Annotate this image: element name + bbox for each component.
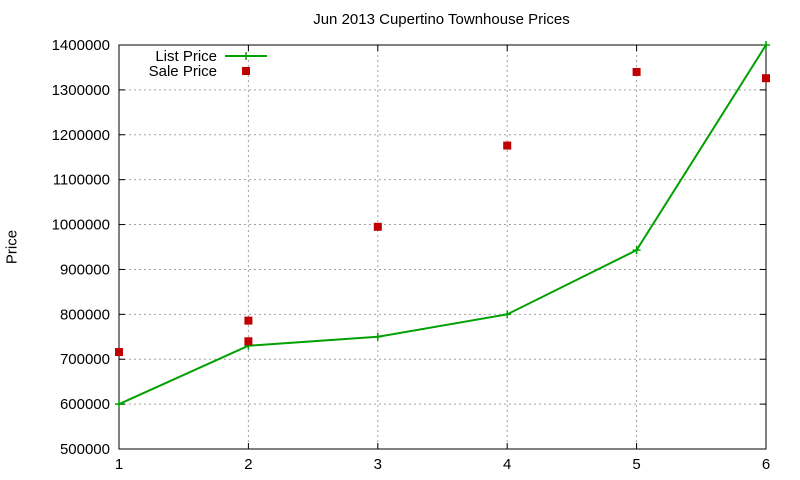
- sale-price-point: [115, 348, 123, 357]
- list-price-point: [762, 41, 770, 49]
- list-price-point: [115, 400, 123, 409]
- sale-price-point: [373, 222, 382, 231]
- x-tick-label: 6: [762, 456, 770, 473]
- y-tick-label: 500000: [60, 441, 110, 458]
- y-tick-label: 1200000: [52, 127, 110, 144]
- y-tick-label: 800000: [60, 306, 110, 323]
- y-tick-label: 1000000: [52, 217, 110, 234]
- x-tick-label: 2: [244, 456, 252, 473]
- legend-label: List Price: [155, 48, 217, 65]
- list-price-point: [373, 332, 382, 341]
- sale-price-point: [632, 67, 641, 76]
- list-price-point: [632, 246, 641, 255]
- y-tick-label: 1100000: [53, 172, 110, 189]
- y-tick-label: 1300000: [52, 82, 110, 99]
- list-price-point: [503, 310, 512, 319]
- x-tick-label: 5: [632, 456, 640, 473]
- chart-title: Jun 2013 Cupertino Townhouse Prices: [313, 11, 570, 28]
- legend-marker-sample: [242, 67, 250, 75]
- y-tick-label: 1400000: [52, 37, 110, 54]
- y-tick-label: 600000: [60, 396, 110, 413]
- y-tick-label: 900000: [60, 261, 110, 278]
- x-tick-label: 1: [115, 456, 123, 473]
- y-tick-label: 700000: [60, 351, 110, 368]
- sale-price-point: [244, 337, 253, 346]
- x-tick-label: 3: [374, 456, 382, 473]
- sale-price-point: [503, 141, 512, 150]
- sale-price-point: [762, 74, 770, 83]
- list-price-line: [118, 44, 767, 406]
- x-tick-label: 4: [503, 456, 511, 473]
- legend-marker-sample: [242, 52, 250, 60]
- legend-label: Sale Price: [149, 63, 217, 80]
- sale-price-point: [244, 316, 253, 325]
- plot-border: [118, 44, 767, 450]
